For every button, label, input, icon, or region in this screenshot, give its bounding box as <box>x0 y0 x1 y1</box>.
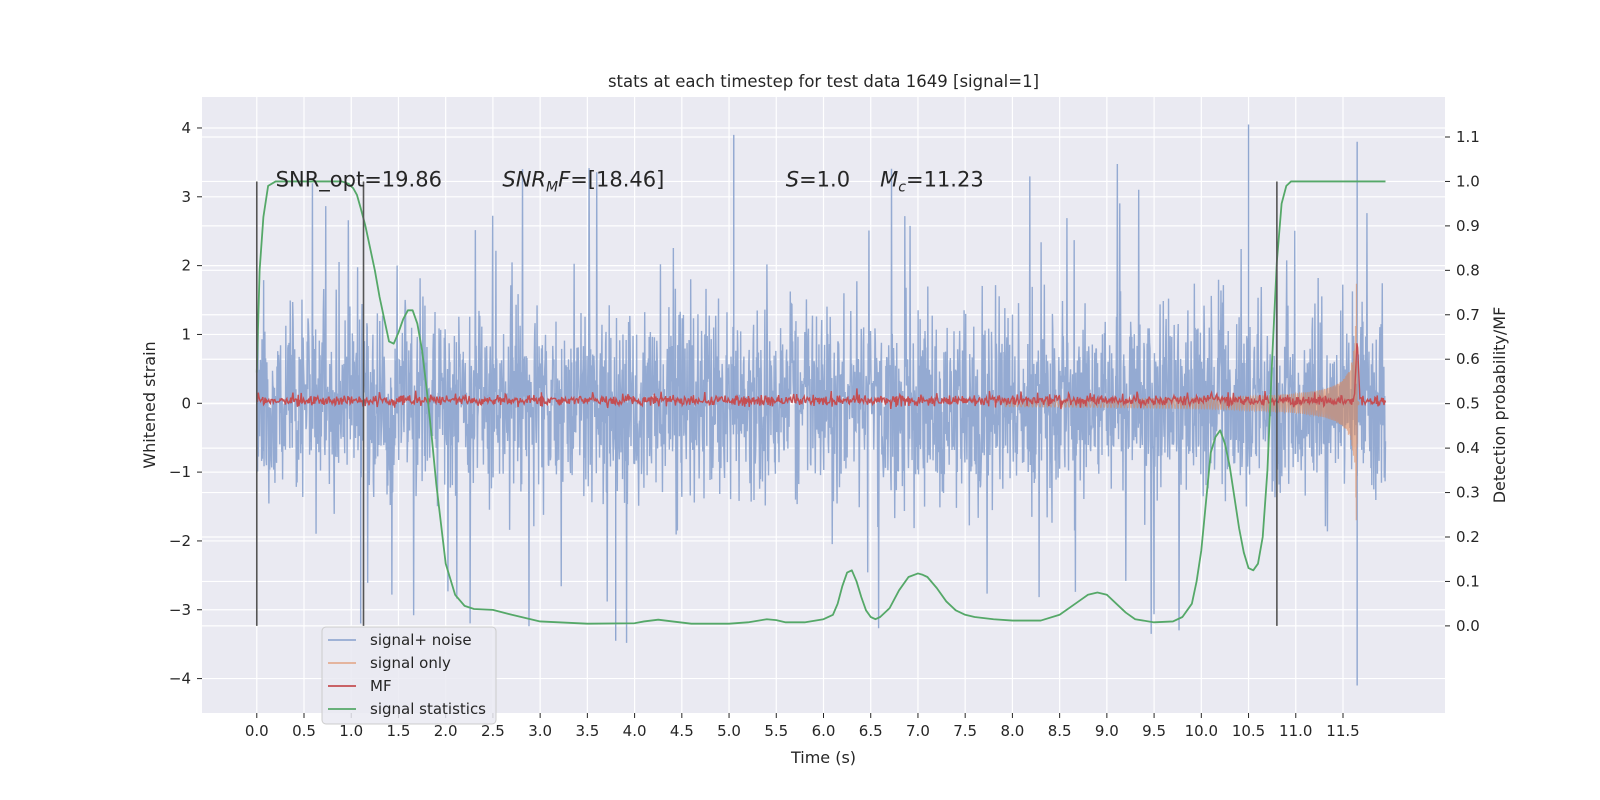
y-left-tick-label: 4 <box>181 119 191 137</box>
x-tick-label: 5.5 <box>764 722 788 740</box>
y-right-tick-label: 1.1 <box>1456 128 1480 146</box>
x-tick-label: 10.5 <box>1232 722 1265 740</box>
y-left-tick-label: −2 <box>169 532 191 550</box>
annotation: SNRMF=[18.46] <box>502 168 664 196</box>
legend-entry: MF <box>370 677 392 695</box>
axis-ticks: 0.0 0.5 1.0 1.5 2.0 2.5 3.0 3.5 4.0 4.5 5.0 5.5 6.0 6… <box>169 119 1480 740</box>
x-tick-label: 3.0 <box>528 722 552 740</box>
series-signal-statistics <box>255 180 1386 625</box>
x-tick-label: 9.0 <box>1095 722 1119 740</box>
y-right-tick-label: 0.6 <box>1456 350 1480 368</box>
x-tick-label: 6.5 <box>859 722 883 740</box>
x-tick-label: 7.0 <box>906 722 930 740</box>
y-left-tick-label: −4 <box>169 670 191 688</box>
x-tick-label: 2.5 <box>481 722 505 740</box>
x-tick-label: 8.0 <box>1000 722 1024 740</box>
y-right-tick-label: 0.1 <box>1456 572 1480 590</box>
y-left-tick-label: 0 <box>181 394 191 412</box>
x-tick-label: 0.0 <box>245 722 269 740</box>
legend: signal+ noise signal only MF signal statist… <box>321 626 497 725</box>
x-tick-label: 4.0 <box>623 722 647 740</box>
annotation: S=1.0 <box>786 168 850 192</box>
y-axis-label-left: Whitened strain <box>140 341 159 468</box>
y-right-tick-label: 0.8 <box>1456 261 1480 279</box>
x-tick-label: 1.0 <box>339 722 363 740</box>
x-tick-label: 11.5 <box>1326 722 1359 740</box>
y-right-tick-label: 0.4 <box>1456 439 1480 457</box>
y-left-tick-label: −3 <box>169 601 191 619</box>
y-left-tick-label: 2 <box>181 257 191 275</box>
x-tick-label: 3.5 <box>575 722 599 740</box>
y-left-tick-label: 3 <box>181 188 191 206</box>
x-axis-label: Time (s) <box>790 748 856 767</box>
legend-entry: signal statistics <box>370 700 486 718</box>
series-layer <box>255 124 1387 686</box>
x-tick-label: 10.0 <box>1185 722 1218 740</box>
y-right-tick-label: 0.0 <box>1456 617 1480 635</box>
x-tick-label: 8.5 <box>1048 722 1072 740</box>
legend-entry: signal only <box>370 654 451 672</box>
y-right-tick-label: 0.7 <box>1456 306 1480 324</box>
legend-box <box>321 626 497 725</box>
chart-title: stats at each timestep for test data 164… <box>608 72 1039 91</box>
y-right-tick-label: 1.0 <box>1456 172 1480 190</box>
y-right-tick-label: 0.2 <box>1456 528 1480 546</box>
y-left-tick-label: 1 <box>181 325 191 343</box>
y-right-tick-label: 0.5 <box>1456 395 1480 413</box>
legend-entry: signal+ noise <box>370 631 472 649</box>
x-tick-label: 0.5 <box>292 722 316 740</box>
x-tick-label: 5.0 <box>717 722 741 740</box>
x-tick-label: 1.5 <box>387 722 411 740</box>
series-signal-noise <box>256 164 1387 643</box>
x-tick-label: 11.0 <box>1279 722 1312 740</box>
annotation: Mc=11.23 <box>880 168 984 196</box>
annotations: SNR_opt=19.86 SNRMF=[18.46] S=1.0 Mc=11.23 <box>276 168 984 196</box>
vertical-markers <box>255 181 1278 626</box>
series-mf <box>256 343 1387 410</box>
x-tick-label: 2.0 <box>434 722 458 740</box>
x-tick-label: 7.5 <box>953 722 977 740</box>
y-axis-label-right: Detection probability/MF <box>1490 307 1509 504</box>
series-signal-only <box>1002 283 1360 521</box>
annotation: SNR_opt=19.86 <box>276 168 442 193</box>
x-tick-label: 6.0 <box>812 722 836 740</box>
y-left-tick-label: −1 <box>169 463 191 481</box>
x-tick-label: 9.5 <box>1142 722 1166 740</box>
x-tick-label: 4.5 <box>670 722 694 740</box>
y-right-tick-label: 0.3 <box>1456 484 1480 502</box>
y-right-tick-label: 0.9 <box>1456 217 1480 235</box>
